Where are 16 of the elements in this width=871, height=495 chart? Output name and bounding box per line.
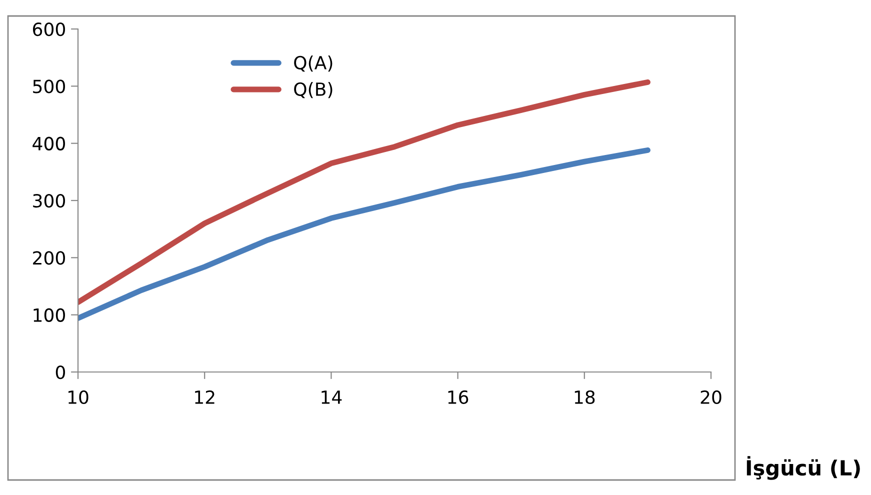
x-tick-label: 14	[322, 390, 342, 404]
y-tick-label: 500	[33, 80, 65, 94]
legend-label: Q(B)	[294, 82, 332, 98]
x-axis-title: İşgücü (L)	[746, 456, 860, 480]
y-tick-label: 400	[32, 136, 65, 150]
y-tick-label: 100	[34, 308, 65, 322]
x-tick-label: 16	[448, 390, 468, 404]
x-tick-label: 20	[700, 390, 722, 404]
x-tick-label: 18	[574, 390, 595, 404]
x-tick-label: 12	[195, 390, 214, 404]
y-tick-label: 0	[56, 365, 65, 380]
y-tick-label: 600	[32, 22, 65, 36]
x-tick-label: 10	[68, 390, 88, 404]
y-tick-label: 200	[33, 251, 65, 265]
legend-label: Q(A)	[294, 56, 332, 72]
y-tick-label: 300	[33, 194, 65, 208]
